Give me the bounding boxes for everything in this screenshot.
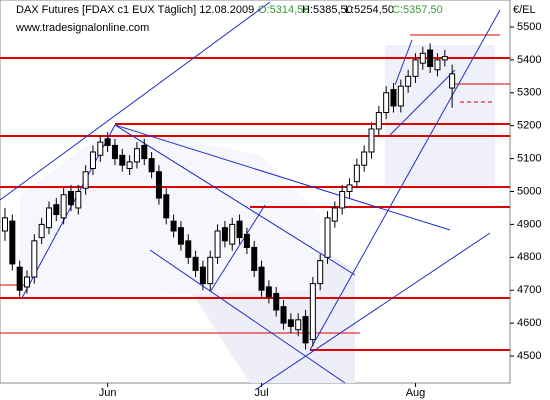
candle-body — [441, 56, 448, 61]
shade — [385, 45, 495, 185]
candle-body — [236, 220, 243, 239]
candle-body — [9, 220, 16, 265]
candle-body — [309, 283, 316, 341]
candle-body — [82, 171, 89, 189]
candle-body — [111, 144, 118, 160]
trend-line — [149, 249, 346, 384]
candle-body — [434, 59, 441, 71]
candle-body — [45, 207, 52, 229]
candle-body — [75, 191, 82, 209]
y-tick-label: 5500 — [517, 21, 541, 33]
candle-body — [177, 227, 184, 245]
candle-body — [331, 207, 338, 222]
candle-body — [251, 246, 258, 271]
candle-body — [390, 88, 397, 107]
trend-line — [309, 9, 501, 351]
candle-body — [53, 204, 60, 216]
trend-line — [0, 1, 271, 201]
y-tick-label: 4500 — [517, 350, 541, 362]
trend-line — [254, 232, 491, 391]
trend-line — [389, 69, 456, 136]
candle-body — [170, 220, 177, 232]
candle-body — [221, 227, 228, 242]
y-tick-label: 5400 — [517, 54, 541, 66]
y-tick-label: 4700 — [517, 284, 541, 296]
candle-body — [229, 223, 236, 245]
candle-body — [23, 276, 30, 288]
candle-body — [368, 128, 375, 153]
candle-body — [353, 164, 360, 183]
candle-body — [119, 154, 126, 166]
candle-body — [449, 73, 456, 89]
candle-body — [133, 148, 140, 163]
x-tick-label: Jun — [99, 387, 117, 399]
candle-body — [199, 266, 206, 285]
candle-body — [89, 151, 96, 169]
candle-body — [273, 293, 280, 311]
ohlc-label: O:5314,50 — [258, 4, 309, 16]
trend-line — [114, 124, 451, 231]
candle-body — [185, 240, 192, 258]
candle-body — [405, 75, 412, 87]
candle-body — [287, 319, 294, 327]
candle-body — [67, 191, 74, 206]
candles — [2, 43, 456, 350]
candle-body — [346, 184, 353, 193]
y-axis-label: €/EL — [513, 4, 536, 16]
candle-body — [419, 52, 426, 64]
candle-body — [97, 141, 104, 156]
candle-body — [265, 286, 272, 298]
candle-body — [324, 217, 331, 258]
y-tick-label: 4800 — [517, 251, 541, 263]
candle-body — [163, 194, 170, 219]
candle-body — [375, 112, 382, 130]
ohlc-label: L:5254,50 — [345, 4, 394, 16]
ohlc-label: C:5357,50 — [392, 4, 443, 16]
candle-body — [31, 240, 38, 278]
ohlc-labels: O:5314,50H:5385,50L:5254,50C:5357,50 — [258, 4, 443, 16]
candle-body — [16, 266, 23, 291]
y-tick-label: 5100 — [517, 153, 541, 165]
candle-body — [214, 230, 221, 258]
y-tick-label: 5300 — [517, 87, 541, 99]
y-tick-label: 4600 — [517, 317, 541, 329]
candle-body — [2, 217, 8, 232]
candle-body — [148, 158, 155, 173]
candle-body — [302, 316, 309, 344]
trend-line — [209, 204, 266, 293]
candle-body — [339, 191, 346, 209]
watermark: www.tradesignalonline.com — [15, 22, 149, 34]
candle-body — [383, 92, 390, 114]
x-tick-label: Jul — [255, 387, 269, 399]
candle-body — [280, 306, 287, 324]
y-tick-label: 5200 — [517, 120, 541, 132]
candle-body — [38, 223, 45, 239]
candle-body — [104, 138, 111, 146]
candle-body — [126, 161, 133, 169]
candle-body — [412, 59, 419, 77]
y-tick-label: 4900 — [517, 218, 541, 230]
candle-body — [192, 256, 199, 271]
y-tick-label: 5000 — [517, 185, 541, 197]
candle-body — [397, 85, 404, 107]
candle-body — [60, 194, 67, 219]
candle-body — [361, 151, 368, 166]
candle-body — [317, 260, 324, 285]
chart-title: DAX Futures [FDAX c1 EUX Täglich] 12.08.… — [16, 4, 261, 16]
trend-line — [394, 39, 413, 86]
candle-body — [427, 49, 434, 67]
candle-body — [141, 144, 148, 160]
x-tick-label: Aug — [406, 387, 426, 399]
trend-line — [114, 124, 356, 276]
candle-body — [258, 266, 265, 291]
candle-body — [207, 256, 214, 285]
candle-body — [295, 319, 302, 331]
candle-body — [243, 233, 250, 248]
candle-body — [155, 171, 162, 199]
ohlc-label: H:5385,50 — [302, 4, 353, 16]
